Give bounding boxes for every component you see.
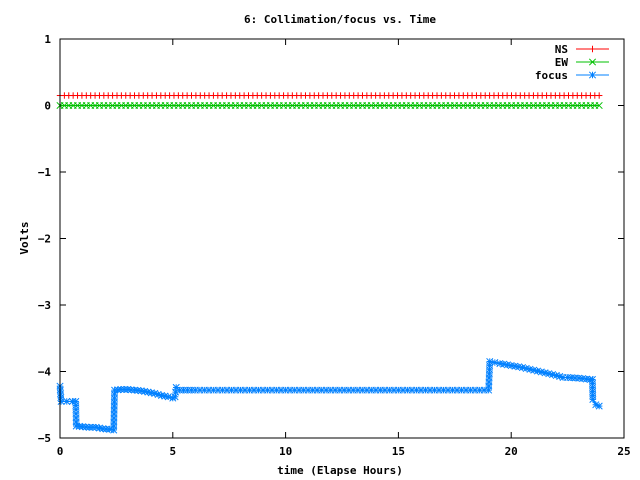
data-point-focus [57,397,65,405]
x-tick-label: 15 [392,445,405,458]
x-axis-label: time (Elapse Hours) [277,464,403,477]
series-markers-focus [56,357,603,434]
plot-series [56,92,603,434]
legend-marker-NS [589,45,596,53]
legend-marker-focus [588,71,597,79]
data-point-focus [589,395,597,403]
data-point-focus [117,385,125,394]
data-point-focus [106,425,114,433]
data-point-focus [533,367,542,375]
x-tick-label: 0 [57,445,64,458]
x-tick-label: 5 [169,445,176,458]
legend-label-EW: EW [555,56,569,69]
x-tick-label: 20 [505,445,518,458]
data-point-focus [63,397,71,405]
plot-frame [59,38,625,439]
data-point-focus [595,402,603,410]
y-tick-label: −1 [38,166,52,179]
legend-label-NS: NS [555,43,568,56]
data-point-EW [595,101,603,110]
series-markers-EW [56,101,603,110]
y-tick-label: −3 [38,299,51,312]
data-point-NS [595,92,603,99]
data-point-focus [164,393,172,401]
y-tick-label: −4 [38,366,52,379]
legend-label-focus: focus [535,69,568,82]
legend-marker-EW [588,58,597,66]
y-tick-label: 1 [44,33,51,46]
data-point-focus [85,423,93,431]
y-tick-label: −5 [38,432,51,445]
series-line-focus [59,360,600,431]
data-point-focus [172,383,180,392]
y-tick-label: −2 [38,233,51,246]
y-tick-label: 0 [44,100,51,113]
x-tick-label: 10 [279,445,292,458]
data-point-focus [99,425,107,433]
series-markers-NS [56,92,603,99]
x-tick-label: 25 [617,445,630,458]
y-axis-label: Volts [18,221,31,254]
chart-title: 6: Collimation/focus vs. Time [244,13,436,26]
